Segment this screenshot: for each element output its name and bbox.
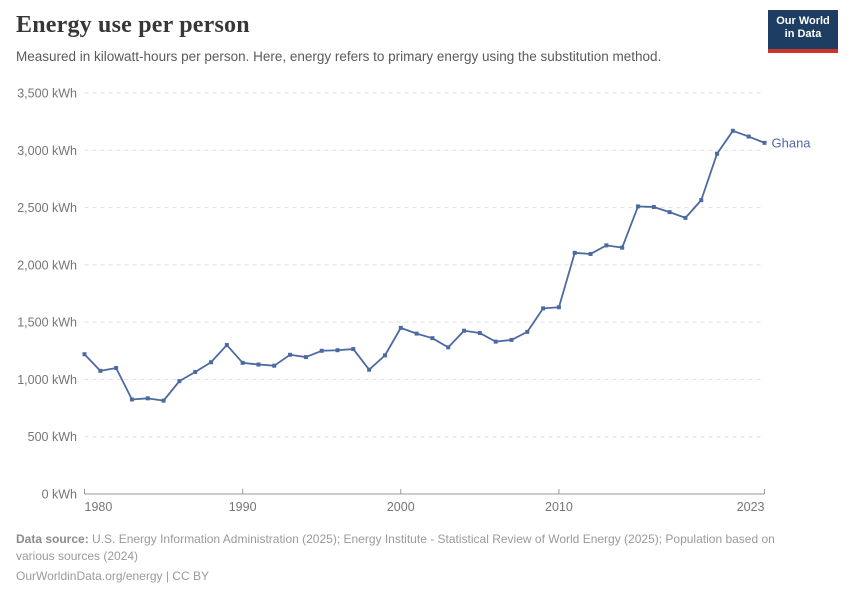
chart-header: Energy use per person Measured in kilowa… (16, 12, 756, 64)
footer-license-link[interactable]: OurWorldinData.org/energy | CC BY (16, 569, 209, 583)
x-tick-label: 2010 (545, 500, 573, 514)
data-point-marker[interactable] (683, 215, 688, 220)
y-tick-label: 3,500 kWh (17, 87, 77, 101)
y-tick-label: 3,000 kWh (17, 144, 77, 158)
data-point-marker[interactable] (382, 353, 387, 358)
data-point-marker[interactable] (414, 331, 419, 336)
data-point-marker[interactable] (572, 250, 577, 255)
data-point-marker[interactable] (98, 368, 103, 373)
data-point-marker[interactable] (177, 379, 182, 384)
data-point-marker[interactable] (288, 352, 293, 357)
data-point-marker[interactable] (335, 348, 340, 353)
data-point-marker[interactable] (699, 198, 704, 203)
chart-footer: Data source: U.S. Energy Information Adm… (16, 531, 816, 585)
y-tick-label: 2,500 kWh (17, 201, 77, 215)
data-point-marker[interactable] (114, 365, 119, 370)
data-point-marker[interactable] (145, 396, 150, 401)
data-point-marker[interactable] (462, 328, 467, 333)
data-source-text: U.S. Energy Information Administration (… (16, 532, 775, 563)
data-source-label: Data source: (16, 532, 89, 546)
data-point-marker[interactable] (762, 140, 767, 145)
data-point-marker[interactable] (367, 367, 372, 372)
y-tick-label: 500 kWh (28, 430, 77, 444)
data-point-marker[interactable] (635, 204, 640, 209)
data-point-marker[interactable] (525, 329, 530, 334)
data-point-marker[interactable] (715, 151, 720, 156)
data-point-marker[interactable] (272, 363, 277, 368)
x-tick-label: 2023 (737, 500, 765, 514)
data-point-marker[interactable] (161, 398, 166, 403)
page-title: Energy use per person (16, 12, 250, 38)
data-point-marker[interactable] (588, 251, 593, 256)
data-point-marker[interactable] (667, 210, 672, 215)
y-tick-label: 0 kWh (42, 488, 77, 502)
data-point-marker[interactable] (430, 336, 435, 341)
data-point-marker[interactable] (493, 339, 498, 344)
owid-logo-line1: Our World (776, 15, 830, 27)
data-point-marker[interactable] (446, 345, 451, 350)
data-point-marker[interactable] (303, 355, 308, 360)
y-tick-label: 1,000 kWh (17, 373, 77, 387)
data-point-marker[interactable] (651, 204, 656, 209)
x-tick-label: 2000 (387, 500, 415, 514)
data-point-marker[interactable] (730, 128, 735, 133)
chart-line-ghana[interactable] (83, 129, 766, 402)
data-point-marker[interactable] (351, 347, 356, 352)
data-point-marker[interactable] (319, 348, 324, 353)
y-tick-label: 2,000 kWh (17, 258, 77, 272)
data-point-marker[interactable] (620, 245, 625, 250)
data-point-marker[interactable] (256, 362, 261, 367)
data-point-marker[interactable] (509, 337, 514, 342)
data-point-marker[interactable] (193, 369, 198, 374)
data-point-marker[interactable] (746, 134, 751, 139)
x-tick-label: 1980 (85, 500, 113, 514)
data-point-marker[interactable] (240, 360, 245, 365)
data-point-marker[interactable] (129, 397, 134, 402)
chart-subtitle: Measured in kilowatt-hours per person. H… (16, 49, 662, 64)
y-tick-label: 1,500 kWh (17, 316, 77, 330)
data-point-marker[interactable] (398, 325, 403, 330)
owid-logo[interactable]: Our World in Data (768, 10, 838, 53)
x-tick-label: 1990 (229, 500, 257, 514)
data-point-marker[interactable] (224, 343, 229, 348)
data-point-marker[interactable] (556, 305, 561, 310)
series-label[interactable]: Ghana (772, 135, 812, 150)
data-point-marker[interactable] (82, 352, 87, 357)
data-point-marker[interactable] (209, 360, 214, 365)
data-point-marker[interactable] (477, 331, 482, 336)
data-source-line: Data source: U.S. Energy Information Adm… (16, 531, 816, 564)
data-point-marker[interactable] (541, 306, 546, 311)
owid-logo-line2: in Data (784, 28, 822, 40)
data-point-marker[interactable] (604, 243, 609, 248)
